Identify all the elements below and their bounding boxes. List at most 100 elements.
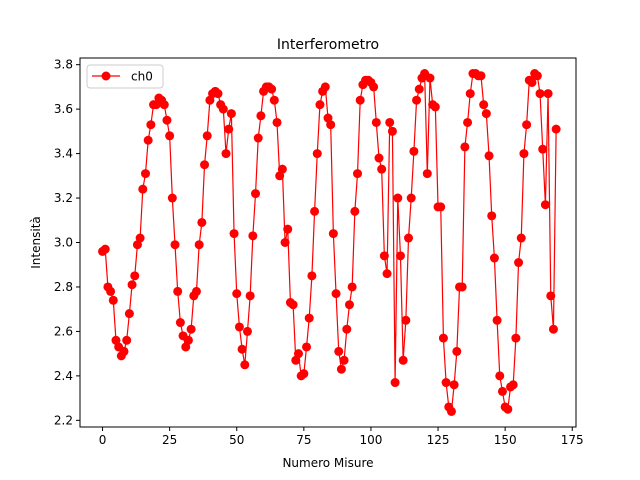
data-point (242, 326, 252, 336)
data-point (130, 271, 140, 281)
data-point (135, 233, 145, 243)
data-point (371, 117, 381, 127)
data-point (170, 240, 180, 250)
data-point (315, 100, 325, 110)
data-point (353, 169, 363, 179)
data-point (165, 131, 175, 141)
data-point (487, 211, 497, 221)
data-point (307, 271, 317, 281)
legend-marker (101, 71, 111, 81)
x-tick-label: 125 (427, 433, 450, 447)
data-point (197, 217, 207, 227)
data-point (269, 95, 279, 105)
data-point (248, 231, 258, 241)
data-point (251, 189, 261, 199)
data-point (138, 184, 148, 194)
data-point (194, 240, 204, 250)
data-point (441, 378, 451, 388)
data-point (404, 233, 414, 243)
data-point (497, 386, 507, 396)
data-point (393, 193, 403, 203)
data-point (546, 291, 556, 301)
y-tick-label: 2.6 (54, 324, 73, 338)
data-point (387, 126, 397, 136)
data-point (465, 89, 475, 99)
data-point (508, 380, 518, 390)
data-point (173, 286, 183, 296)
data-point (302, 342, 312, 352)
data-point (167, 193, 177, 203)
data-point (379, 251, 389, 261)
data-point (412, 95, 422, 105)
x-tick-label: 175 (561, 433, 584, 447)
data-point (159, 100, 169, 110)
legend-label-ch0: ch0 (131, 70, 153, 84)
data-point (124, 309, 134, 319)
data-point (234, 322, 244, 332)
data-point (213, 89, 223, 99)
data-point (336, 364, 346, 374)
data-point (267, 84, 277, 94)
x-tick-label: 25 (162, 433, 177, 447)
data-point (237, 344, 247, 354)
data-point (175, 318, 185, 328)
y-tick-label: 3.4 (54, 147, 73, 161)
x-tick-label: 75 (296, 433, 311, 447)
data-point (390, 378, 400, 388)
data-point (232, 289, 242, 299)
data-point (436, 202, 446, 212)
y-tick-label: 3.6 (54, 102, 73, 116)
data-point (538, 144, 548, 154)
data-point (253, 133, 263, 143)
data-point (463, 117, 473, 127)
data-point (551, 124, 561, 134)
data-point (183, 335, 193, 345)
data-point (382, 269, 392, 279)
data-point (527, 77, 537, 87)
data-point (200, 160, 210, 170)
data-point (277, 164, 287, 174)
data-point (272, 117, 282, 127)
data-point (398, 355, 408, 365)
data-point (108, 295, 118, 305)
data-point (401, 315, 411, 325)
data-point (280, 238, 290, 247)
data-point (460, 142, 470, 152)
data-point (304, 313, 314, 323)
data-point (452, 346, 462, 356)
axes-frame (79, 57, 577, 428)
x-tick-label: 50 (229, 433, 244, 447)
data-point (288, 300, 298, 310)
data-point (146, 120, 156, 130)
data-point (425, 73, 435, 83)
y-axis-label: Intensità (29, 216, 43, 268)
data-point (122, 335, 132, 345)
data-point (334, 346, 344, 356)
y-tick-label: 3.0 (54, 236, 73, 250)
data-point (299, 369, 309, 379)
data-point (347, 282, 357, 292)
data-point (395, 251, 405, 261)
data-point (516, 233, 526, 243)
data-point (414, 84, 424, 94)
data-point (143, 135, 153, 145)
data-point (100, 244, 110, 254)
data-point (218, 104, 228, 114)
data-point (320, 82, 330, 92)
data-point (548, 324, 558, 334)
data-point (245, 291, 255, 301)
data-point (476, 71, 486, 81)
x-tick-label: 150 (494, 433, 517, 447)
x-axis-ticks: 0 25 50 75 100 125 150 175 (99, 427, 584, 447)
data-point (532, 71, 542, 81)
data-point (240, 360, 250, 370)
data-point (369, 82, 379, 92)
data-point (519, 149, 529, 159)
data-point (535, 89, 545, 99)
data-point (522, 120, 532, 130)
data-point (162, 115, 172, 125)
y-tick-label: 2.8 (54, 280, 73, 294)
data-point (540, 200, 550, 210)
data-point (226, 109, 236, 119)
